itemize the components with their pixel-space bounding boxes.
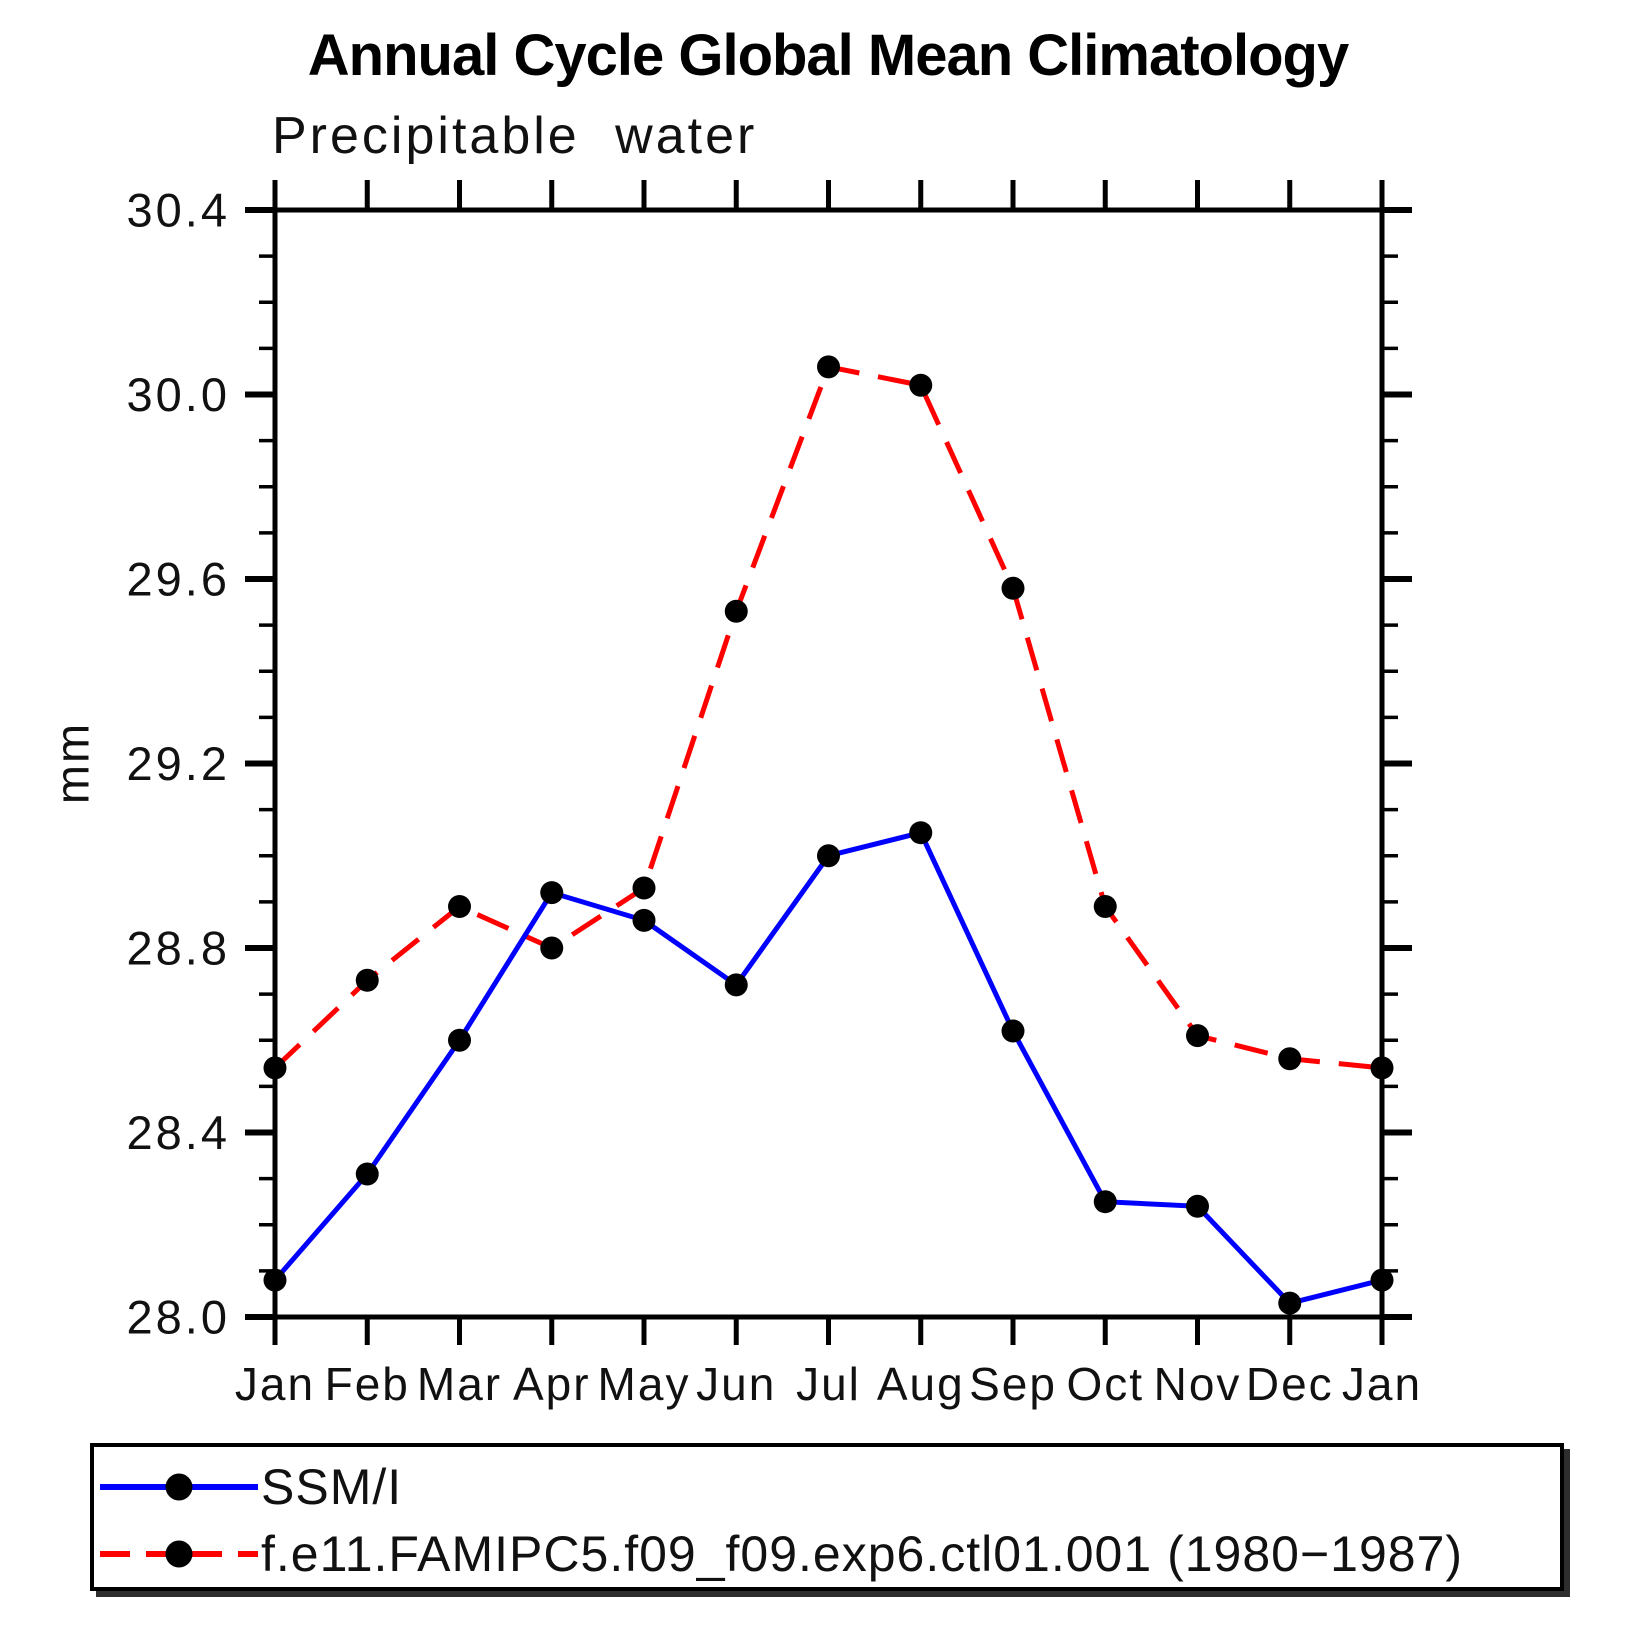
- y-tick-label: 29.6: [127, 553, 230, 606]
- data-point-marker: [1370, 1056, 1394, 1080]
- data-point-marker: [724, 599, 748, 623]
- data-point-marker: [355, 968, 379, 992]
- x-tick-label: Mar: [417, 1358, 502, 1410]
- x-tick-label: Apr: [513, 1358, 591, 1410]
- series-markers-ssmi: [263, 821, 1394, 1315]
- legend-item-ssmi: SSM/I: [97, 1459, 403, 1515]
- x-axis-ticks-bottom: [272, 1317, 1385, 1345]
- data-point-marker: [909, 821, 933, 845]
- legend-label-ssmi: SSM/I: [261, 1459, 403, 1515]
- data-point-marker: [632, 876, 656, 900]
- data-point-marker: [724, 973, 748, 997]
- x-tick-label: Nov: [1154, 1358, 1242, 1410]
- x-tick-label: Oct: [1066, 1358, 1144, 1410]
- data-point-marker: [355, 1162, 379, 1186]
- data-point-marker: [1278, 1291, 1302, 1315]
- y-axis-ticks-left: [245, 207, 275, 1320]
- data-point-marker: [817, 355, 840, 379]
- y-tick-label: 28.4: [127, 1106, 230, 1159]
- data-point-marker: [1186, 1194, 1209, 1218]
- y-tick-label: 29.2: [127, 737, 230, 790]
- x-tick-label: May: [598, 1358, 691, 1410]
- data-point-marker: [632, 908, 656, 932]
- data-point-marker: [540, 881, 564, 905]
- legend-item-model: f.e11.FAMIPC5.f09_f09.exp6.ctl01.001 (19…: [97, 1526, 1464, 1582]
- x-axis-tick-labels: Jan Feb Mar Apr May Jun Jul Aug Sep Oct Nov Dec Jan: [235, 1358, 1422, 1410]
- y-tick-label: 30.4: [127, 184, 230, 237]
- x-tick-label: Feb: [325, 1358, 410, 1410]
- x-tick-label: Jan: [235, 1358, 315, 1410]
- legend: SSM/I f.e11.FAMIPC5.f09_f09.exp6.ctl01.0…: [90, 1443, 1564, 1591]
- y-tick-label: 30.0: [127, 368, 230, 421]
- data-point-marker: [448, 1028, 471, 1052]
- x-tick-label: Aug: [877, 1358, 965, 1410]
- data-point-marker: [448, 894, 471, 918]
- data-point-marker: [1186, 1024, 1209, 1048]
- x-tick-label: Dec: [1246, 1358, 1334, 1410]
- legend-line-sample-dashed: [100, 1540, 258, 1568]
- data-point-marker: [817, 844, 840, 868]
- y-tick-label: 28.0: [127, 1291, 230, 1344]
- x-tick-label: Jul: [796, 1358, 861, 1410]
- data-point-marker: [540, 936, 564, 960]
- series-markers-model: [263, 355, 1394, 1080]
- data-point-marker: [1001, 576, 1025, 600]
- data-point-marker: [1093, 1190, 1117, 1214]
- data-point-marker: [263, 1056, 287, 1080]
- y-tick-label: 28.8: [127, 922, 230, 975]
- chart-subtitle: Precipitable water: [272, 107, 758, 165]
- x-tick-label: Jan: [1342, 1358, 1422, 1410]
- data-point-marker: [909, 373, 933, 397]
- y-axis-tick-labels: 28.0 28.4 28.8 29.2 29.6 30.0 30.4: [127, 184, 230, 1344]
- data-point-marker: [1370, 1268, 1394, 1292]
- y-axis-ticks-right: [1382, 207, 1412, 1320]
- series-line-ssmi: [273, 829, 1383, 1306]
- data-point-marker: [1278, 1047, 1302, 1071]
- x-tick-label: Jun: [696, 1358, 776, 1410]
- legend-line-sample-solid: [100, 1473, 258, 1501]
- data-point-marker: [1001, 1019, 1025, 1043]
- series-line-model: [273, 363, 1383, 1071]
- x-axis-ticks-top: [272, 180, 1385, 210]
- legend-label-model: f.e11.FAMIPC5.f09_f09.exp6.ctl01.001 (19…: [261, 1526, 1464, 1582]
- chart-title: Annual Cycle Global Mean Climatology: [307, 23, 1349, 88]
- x-tick-label: Sep: [969, 1358, 1057, 1410]
- data-point-marker: [1093, 894, 1117, 918]
- data-point-marker: [263, 1268, 287, 1292]
